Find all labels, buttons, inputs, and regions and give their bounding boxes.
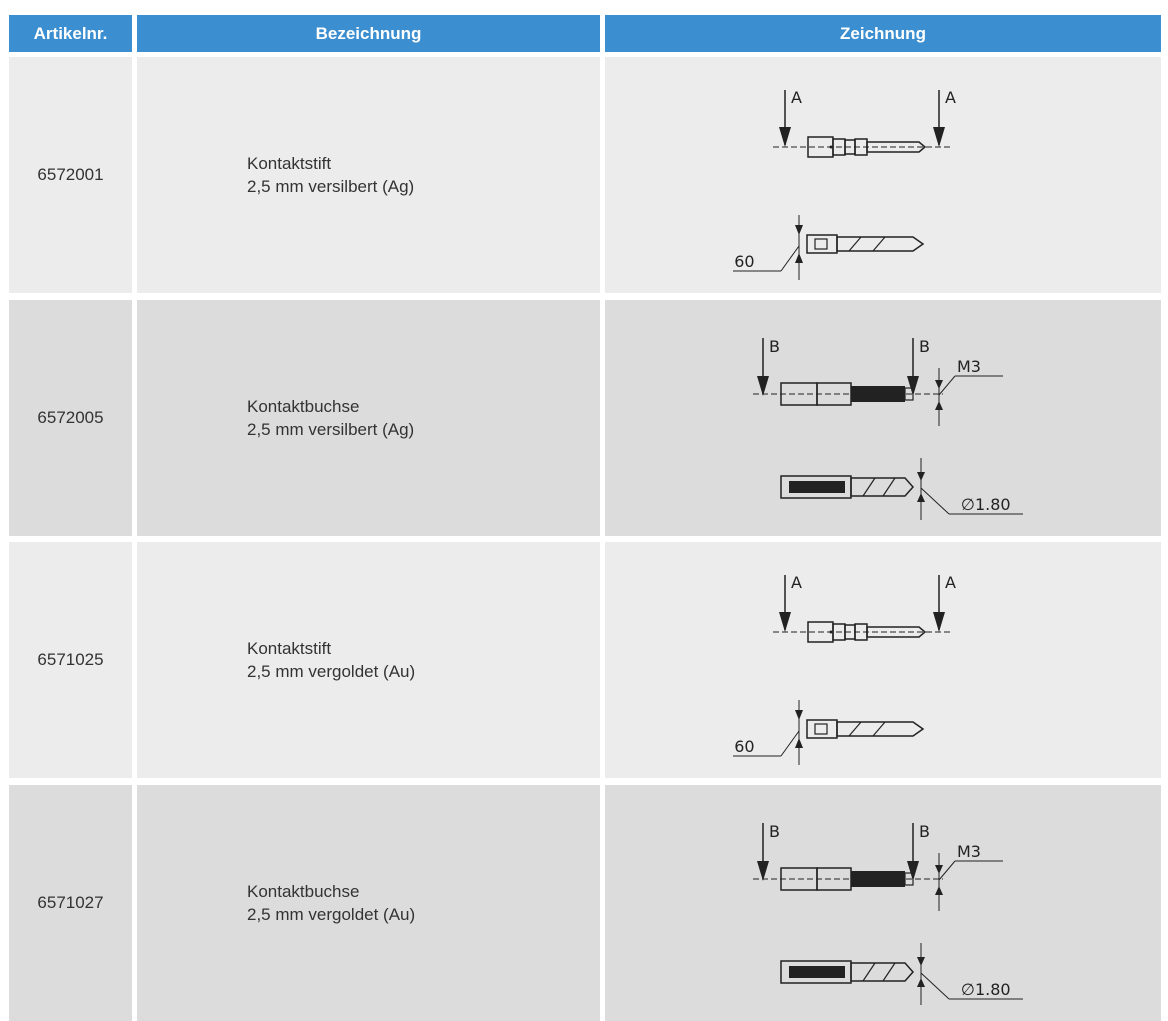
row-4-detail: 2,5 mm vergoldet (Au)	[247, 905, 416, 924]
svg-text:A: A	[945, 573, 956, 592]
table-row-1-bezeichnung: Kontaktstift 2,5 mm versilbert (Ag)	[137, 57, 600, 293]
table-row-4-zeichnung: B B M3 ∅1.80	[605, 785, 1161, 1021]
table-row-1-artikelnr: 6572001	[9, 57, 132, 293]
contact-socket-drawing: B B M3 ∅1.80	[753, 822, 1023, 1005]
table-row-3-artikelnr: 6571025	[9, 542, 132, 778]
row-1-name: Kontaktstift	[247, 154, 332, 173]
header-artikelnr: Artikelnr.	[9, 15, 132, 52]
thread-label: M3	[957, 842, 981, 861]
thread-label: M3	[957, 357, 981, 376]
table-row-4-artikelnr: 6571027	[9, 785, 132, 1021]
contact-pin-drawing: A A ∅2.60	[733, 573, 956, 765]
diameter-label: ∅2.60	[733, 737, 755, 756]
svg-text:B: B	[919, 337, 930, 356]
header-bezeichnung: Bezeichnung	[137, 15, 600, 52]
table-row-2-artikelnr: 6572005	[9, 300, 132, 536]
table-row-2-bezeichnung: Kontaktbuchse 2,5 mm versilbert (Ag)	[137, 300, 600, 536]
diameter-label: ∅1.80	[961, 980, 1011, 999]
row-3-name: Kontaktstift	[247, 639, 332, 658]
svg-text:A: A	[791, 573, 802, 592]
contact-socket-drawing: B B M3 ∅1.80	[753, 337, 1023, 520]
table-row-1-zeichnung: A A ∅2.60	[605, 57, 1161, 293]
section-label: A	[791, 88, 802, 107]
svg-text:B: B	[919, 822, 930, 841]
svg-text:A: A	[945, 88, 956, 107]
contact-pin-drawing: A A ∅2.60	[733, 88, 956, 280]
table-row-3-bezeichnung: Kontaktstift 2,5 mm vergoldet (Au)	[137, 542, 600, 778]
diameter-label: ∅2.60	[733, 252, 755, 271]
row-4-name: Kontaktbuchse	[247, 882, 360, 901]
diameter-label: ∅1.80	[961, 495, 1011, 514]
table-row-2-zeichnung: B B M3 ∅1.80	[605, 300, 1161, 536]
table-row-3-zeichnung: A A ∅2.60	[605, 542, 1161, 778]
row-3-detail: 2,5 mm vergoldet (Au)	[247, 662, 416, 681]
header-zeichnung: Zeichnung	[605, 15, 1161, 52]
row-2-detail: 2,5 mm versilbert (Ag)	[247, 420, 415, 439]
row-1-detail: 2,5 mm versilbert (Ag)	[247, 177, 415, 196]
table-row-4-bezeichnung: Kontaktbuchse 2,5 mm vergoldet (Au)	[137, 785, 600, 1021]
svg-text:B: B	[769, 822, 780, 841]
row-2-name: Kontaktbuchse	[247, 397, 360, 416]
svg-text:B: B	[769, 337, 780, 356]
